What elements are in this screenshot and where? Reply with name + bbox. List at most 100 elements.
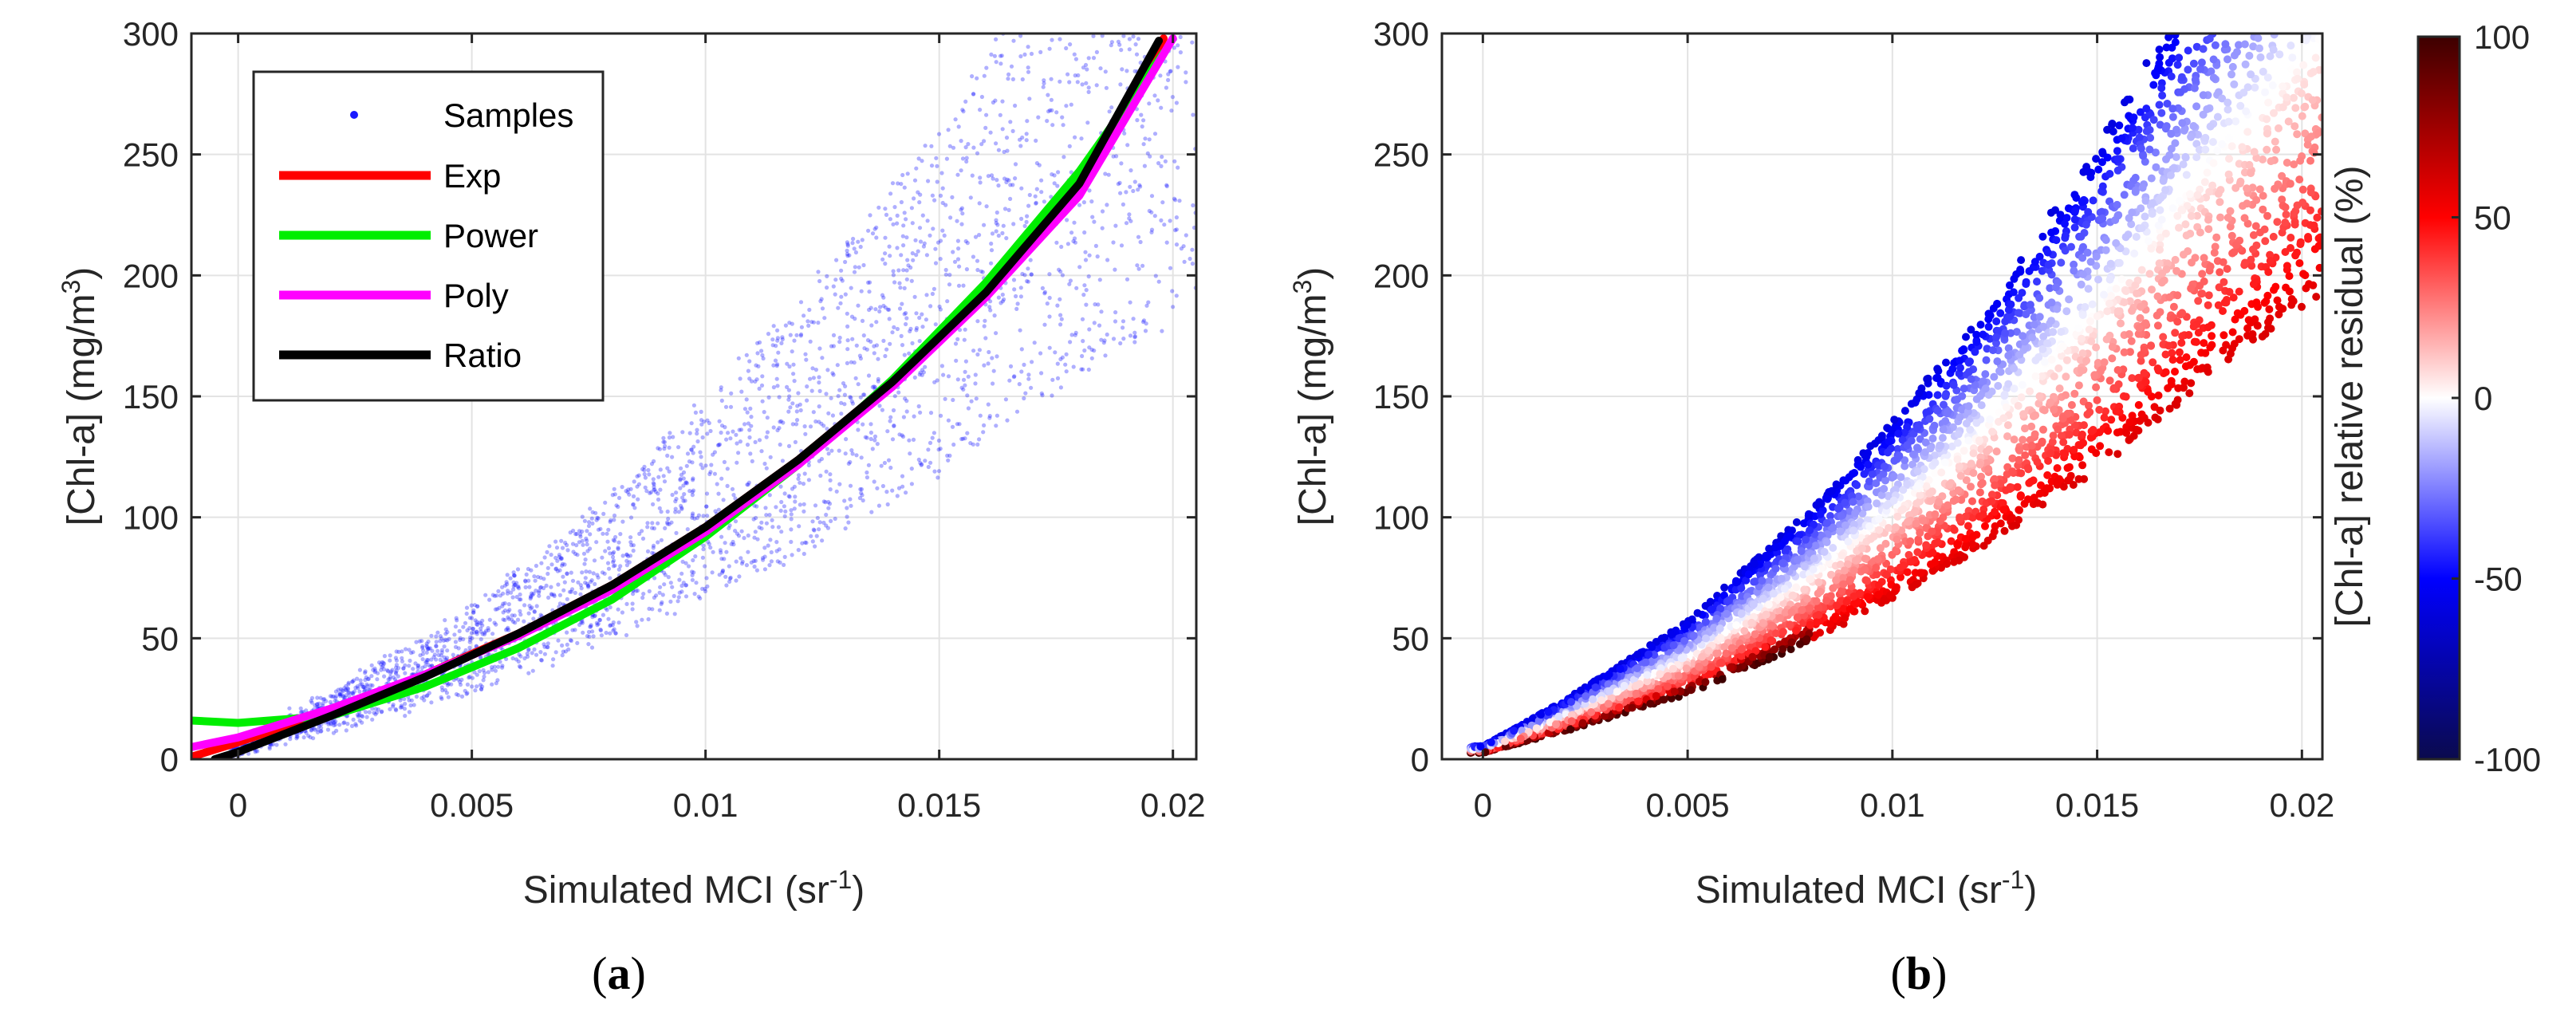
sample-point — [845, 324, 850, 329]
sample-point — [571, 549, 576, 554]
sample-point — [1073, 330, 1078, 335]
sample-point — [458, 636, 463, 640]
sample-point — [447, 682, 451, 687]
sample-point — [1092, 349, 1097, 353]
residual-point — [2200, 277, 2208, 286]
residual-point — [2230, 80, 2239, 89]
sample-point — [939, 413, 943, 418]
sample-point — [994, 218, 998, 222]
sample-point — [1025, 119, 1030, 124]
sample-point — [790, 401, 795, 406]
sample-point — [626, 487, 631, 492]
sample-point — [904, 399, 909, 404]
sample-point — [810, 519, 815, 524]
sample-point — [371, 667, 376, 672]
sample-point — [824, 469, 829, 474]
residual-point — [1826, 512, 1834, 520]
sample-point — [506, 615, 510, 620]
sample-point — [329, 722, 333, 727]
sample-point — [892, 423, 896, 428]
sample-point — [934, 156, 939, 160]
sample-point — [932, 380, 937, 384]
sample-point — [692, 592, 697, 597]
sample-point — [995, 178, 999, 183]
sample-point — [998, 53, 1003, 58]
sample-point — [848, 497, 853, 502]
sample-point — [1062, 155, 1066, 159]
sample-point — [900, 172, 905, 178]
sample-point — [430, 648, 435, 653]
sample-point — [369, 674, 374, 679]
sample-point — [798, 502, 802, 507]
sample-point — [553, 555, 558, 561]
sample-point — [946, 458, 951, 463]
residual-point — [2228, 62, 2237, 71]
sample-point — [760, 556, 766, 561]
sample-point — [1084, 81, 1089, 85]
sample-point — [560, 561, 565, 566]
sample-point — [975, 151, 980, 156]
sample-point — [294, 734, 299, 739]
sample-point — [1026, 203, 1031, 208]
sample-point — [803, 352, 808, 356]
residual-point — [2108, 120, 2117, 128]
sample-point — [599, 633, 605, 638]
residual-point — [2259, 191, 2267, 200]
sample-point — [826, 506, 831, 510]
sample-point — [852, 246, 857, 251]
sample-point — [900, 433, 904, 438]
sample-point — [1156, 279, 1161, 284]
sample-point — [810, 366, 815, 371]
sample-point — [518, 597, 523, 602]
sample-point — [1102, 338, 1107, 343]
sample-point — [453, 640, 459, 644]
sample-point — [596, 527, 601, 532]
sample-point — [610, 551, 616, 556]
sample-point — [557, 553, 562, 557]
sample-point — [1090, 215, 1095, 219]
residual-point — [1953, 395, 1961, 404]
sample-point — [713, 509, 718, 514]
sample-point — [420, 665, 425, 670]
sample-point — [394, 668, 399, 673]
sample-point — [513, 582, 518, 587]
legend-poly-label: Poly — [443, 277, 509, 314]
sample-point — [426, 639, 431, 644]
sample-point — [439, 650, 444, 655]
sample-point — [902, 211, 907, 215]
sample-point — [556, 582, 561, 587]
sample-point — [947, 273, 952, 278]
sample-point — [918, 239, 924, 244]
sample-point — [955, 238, 960, 243]
sample-point — [344, 728, 349, 733]
residual-point — [2223, 105, 2232, 114]
sample-point — [1010, 183, 1015, 187]
sample-point — [891, 269, 896, 274]
sample-point — [969, 399, 974, 404]
sample-point — [432, 652, 437, 657]
sample-point — [691, 451, 695, 455]
sample-point — [865, 338, 871, 343]
sample-point — [575, 640, 580, 646]
sample-point — [849, 396, 853, 400]
sample-point — [1018, 328, 1022, 333]
sample-point — [959, 168, 963, 173]
sample-point — [464, 605, 470, 610]
sample-point — [851, 236, 856, 242]
sample-point — [1083, 258, 1089, 262]
sample-point — [1148, 154, 1152, 159]
sample-point — [1139, 112, 1144, 117]
sample-point — [843, 526, 848, 531]
sample-point — [892, 423, 896, 428]
sample-point — [856, 239, 861, 244]
residual-point — [1966, 425, 1975, 434]
sample-point — [443, 687, 448, 692]
sample-point — [301, 735, 306, 740]
sample-point — [569, 570, 573, 575]
sample-point — [529, 568, 534, 573]
sample-point — [1006, 178, 1011, 183]
residual-point — [2227, 70, 2235, 79]
sample-point — [393, 707, 398, 711]
sample-point — [999, 53, 1004, 58]
sample-point — [420, 644, 425, 649]
